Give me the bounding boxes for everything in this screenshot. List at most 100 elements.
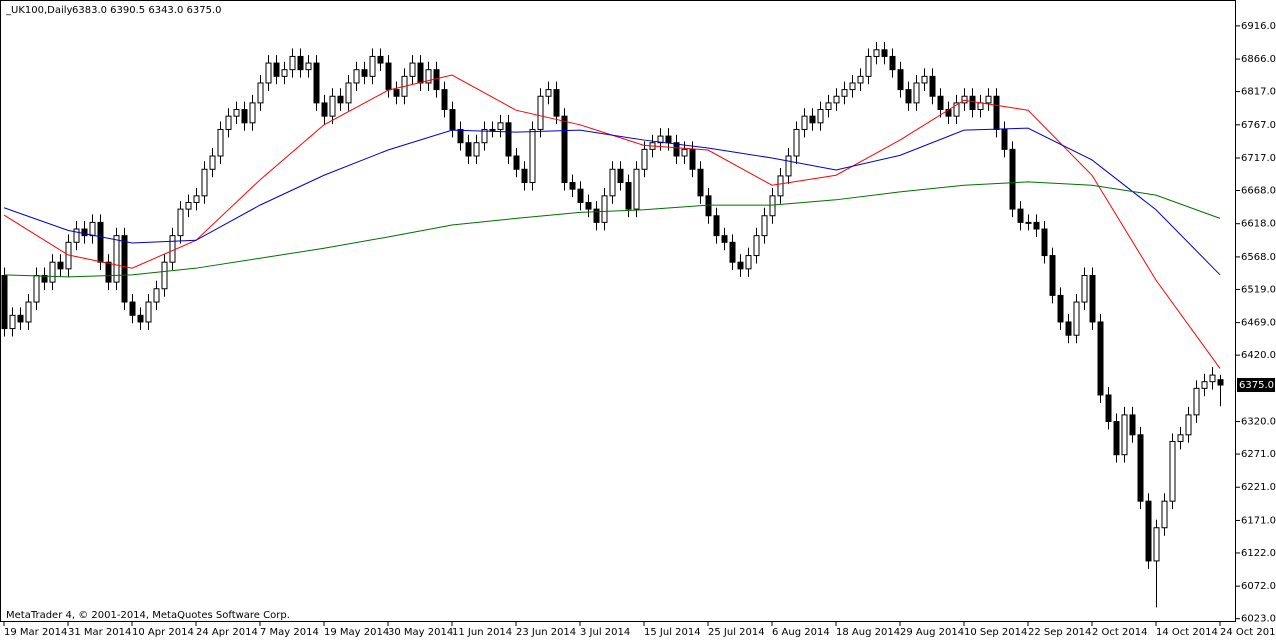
candle-body (329, 95, 336, 117)
candle-body (481, 128, 488, 144)
candle-body (305, 62, 312, 71)
candle-body (281, 69, 288, 77)
candle-body (457, 128, 464, 144)
last-price-box (1237, 378, 1275, 393)
candle-body (313, 62, 320, 104)
candle-body (937, 95, 944, 111)
candle-body (1025, 221, 1032, 224)
moving-average (3, 127, 1221, 276)
candle-body (433, 69, 440, 91)
y-tick-label: 6767.0 (1241, 120, 1276, 131)
candle-body (385, 62, 392, 91)
candle-body (697, 168, 704, 197)
candle-body (273, 62, 280, 77)
x-tick-label: 11 Jun 2014 (452, 627, 512, 638)
header-ohlc: 6383.0 6390.5 6343.0 6375.0 (72, 5, 222, 16)
candle-body (529, 128, 536, 184)
y-tick-label: 6618.0 (1241, 219, 1276, 230)
candle-body (1041, 228, 1048, 257)
x-tick-label: 29 Aug 2014 (900, 627, 964, 638)
candle-body (377, 55, 384, 64)
x-tick-label: 24 Oct 2014 (1220, 627, 1276, 638)
candle-body (1177, 434, 1184, 442)
candle-body (345, 82, 352, 104)
candle-body (49, 261, 56, 283)
y-tick-label: 6568.0 (1241, 252, 1276, 263)
x-tick-label: 31 Mar 2014 (68, 627, 131, 638)
x-tick-label: 6 Aug 2014 (772, 627, 830, 638)
candle-body (353, 69, 360, 84)
candle-body (1017, 208, 1024, 223)
candle-body (241, 109, 248, 124)
candle-body (217, 128, 224, 157)
y-tick-label: 6072.0 (1241, 581, 1276, 592)
candle-body (1065, 321, 1072, 336)
candle-body (625, 182, 632, 210)
candle-body (41, 274, 48, 283)
candle-body (161, 261, 168, 290)
candle-body (705, 195, 712, 217)
candle-body (809, 115, 816, 124)
candle-body (337, 95, 344, 104)
candle-body (321, 102, 328, 117)
x-tick-label: 7 May 2014 (260, 627, 319, 638)
x-tick-label: 3 Jul 2014 (580, 627, 630, 638)
candle-body (601, 195, 608, 223)
candle-body (209, 155, 216, 170)
candle-body (1009, 148, 1016, 210)
candle-body (73, 228, 80, 243)
candle-body (1089, 274, 1096, 323)
candle-body (201, 168, 208, 197)
moving-average (3, 181, 1221, 278)
candle-body (585, 201, 592, 210)
candle-body (1201, 381, 1208, 389)
candle-body (633, 168, 640, 210)
candle-body (857, 75, 864, 84)
y-tick-label: 6519.0 (1241, 284, 1276, 295)
candle-body (593, 208, 600, 223)
y-tick-label: 6171.0 (1241, 515, 1276, 526)
x-tick-label: 15 Jul 2014 (644, 627, 701, 638)
candle-body (225, 115, 232, 130)
candle-body (849, 82, 856, 91)
candle-body (921, 75, 928, 84)
candle-body (785, 155, 792, 177)
candle-body (121, 235, 128, 303)
x-tick-label: 10 Apr 2014 (132, 627, 194, 638)
candle-body (977, 102, 984, 111)
candle-body (1169, 440, 1176, 502)
candle-body (1209, 374, 1216, 383)
y-tick-label: 6469.0 (1241, 318, 1276, 329)
candle-body (545, 89, 552, 97)
y-tick-label: 6122.0 (1241, 548, 1276, 559)
candle-body (1081, 274, 1088, 303)
candle-body (1057, 294, 1064, 323)
candle-body (1145, 500, 1152, 562)
y-tick-label: 6866.0 (1241, 54, 1276, 65)
candle-body (233, 109, 240, 117)
candle-body (361, 69, 368, 77)
y-tick-label: 6717.0 (1241, 153, 1276, 164)
candle-body (185, 201, 192, 210)
candle-body (897, 69, 904, 91)
candle-body (865, 55, 872, 77)
candle-body (137, 314, 144, 323)
candle-body (1, 274, 8, 330)
candle-body (449, 109, 456, 130)
candle-body (609, 168, 616, 197)
candle-body (881, 49, 888, 57)
candle-body (577, 188, 584, 203)
candle-body (1129, 414, 1136, 436)
candle-body (1185, 414, 1192, 436)
y-tick-label: 6221.0 (1241, 482, 1276, 493)
candle-body (297, 55, 304, 71)
candle-body (97, 221, 104, 263)
candle-body (745, 255, 752, 270)
x-tick-label: 19 May 2014 (324, 627, 389, 638)
y-tick-label: 6271.0 (1241, 449, 1276, 460)
candle-body (1193, 387, 1200, 416)
candle-body (441, 89, 448, 111)
candle-body (1105, 394, 1112, 423)
